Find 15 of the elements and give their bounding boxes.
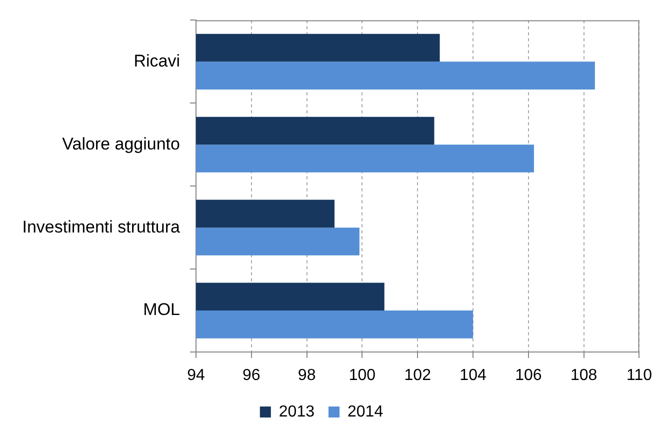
x-tick-label: 110 — [626, 367, 652, 384]
x-tick-label: 96 — [242, 367, 260, 384]
x-tick-label: 108 — [570, 367, 598, 384]
x-tick-label: 94 — [187, 367, 205, 384]
legend-label: 2013 — [278, 403, 315, 420]
x-tick-label: 104 — [460, 367, 486, 384]
legend-label: 2014 — [348, 403, 384, 420]
x-tick-label: 102 — [404, 367, 432, 384]
x-tick-label: 106 — [515, 367, 542, 384]
x-tick-label: 100 — [348, 367, 376, 384]
y-tick-label: Ricavi — [134, 51, 180, 70]
y-tick-label: Valore aggiunto — [62, 134, 180, 154]
y-tick-label: MOL — [143, 300, 180, 320]
x-tick-label: 98 — [298, 367, 316, 384]
y-tick-label: Investimenti struttura — [22, 217, 181, 236]
